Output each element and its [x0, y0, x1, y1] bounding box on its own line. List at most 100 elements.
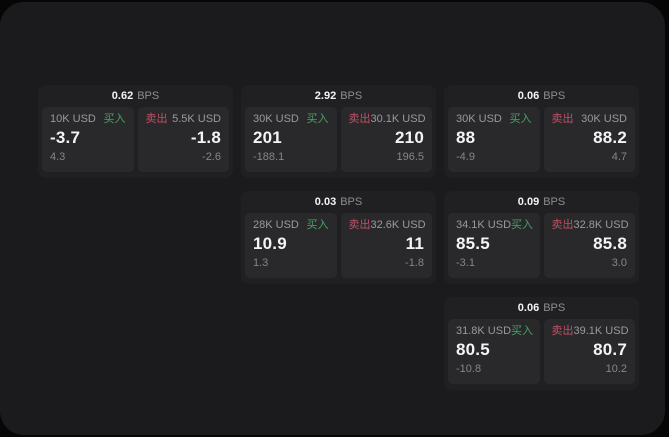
- sell-amount: 32.8K USD: [573, 219, 629, 231]
- card-header: 0.06 BPS: [444, 85, 639, 107]
- sell-pane[interactable]: 卖出 30K USD 88.2 4.7: [543, 107, 635, 172]
- panes: 28K USD 买入 10.9 1.3 卖出 32.6K USD 11 -1.8: [241, 213, 436, 278]
- sell-label: 卖出: [145, 113, 168, 125]
- card-header: 0.09 BPS: [444, 191, 639, 213]
- sell-delta: 10.2: [605, 363, 627, 375]
- column-1: 0.62 BPS 10K USD 买入 -3.7 4.3 卖出: [38, 85, 233, 390]
- bps-value: 0.06: [517, 302, 540, 314]
- sell-delta: 4.7: [611, 151, 627, 163]
- sell-pane[interactable]: 卖出 5.5K USD -1.8 -2.6: [137, 107, 229, 172]
- buy-pane-top: 30K USD 买入: [456, 113, 532, 126]
- sell-price: 11: [405, 234, 424, 253]
- sell-price: 85.8: [593, 234, 627, 253]
- sell-pane[interactable]: 卖出 39.1K USD 80.7 10.2: [543, 319, 635, 384]
- quote-card-2: 2.92 BPS 30K USD 买入 201 -188.1 卖出: [241, 85, 436, 178]
- bps-value: 0.06: [517, 90, 540, 102]
- sell-delta: -1.8: [405, 257, 424, 269]
- buy-amount: 10K USD: [50, 113, 96, 125]
- sell-pane-top: 卖出 32.6K USD: [348, 219, 426, 232]
- bps-unit: BPS: [543, 90, 566, 102]
- buy-pane-top: 10K USD 买入: [50, 113, 126, 126]
- sell-amount: 30.1K USD: [370, 113, 426, 125]
- buy-pane[interactable]: 28K USD 买入 10.9 1.3: [245, 213, 337, 278]
- column-3: 0.06 BPS 30K USD 买入 88 -4.9 卖出: [444, 85, 639, 390]
- buy-pane[interactable]: 10K USD 买入 -3.7 4.3: [42, 107, 134, 172]
- quote-card-4: 0.03 BPS 28K USD 买入 10.9 1.3 卖出: [241, 191, 436, 284]
- bps-unit: BPS: [543, 196, 566, 208]
- card-header: 2.92 BPS: [241, 85, 436, 107]
- buy-pane[interactable]: 34.1K USD 买入 85.5 -3.1: [448, 213, 540, 278]
- buy-delta: -4.9: [456, 151, 475, 163]
- buy-pane[interactable]: 31.8K USD 买入 80.5 -10.8: [448, 319, 540, 384]
- buy-pane-top: 34.1K USD 买入: [456, 219, 534, 232]
- quote-card-3: 0.06 BPS 30K USD 买入 88 -4.9 卖出: [444, 85, 639, 178]
- sell-amount: 5.5K USD: [172, 113, 221, 125]
- sell-price: 88.2: [593, 128, 627, 147]
- sell-pane-top: 卖出 32.8K USD: [551, 219, 629, 232]
- buy-pane-top: 30K USD 买入: [253, 113, 329, 126]
- buy-label: 买入: [511, 219, 534, 231]
- quote-card-1: 0.62 BPS 10K USD 买入 -3.7 4.3 卖出: [38, 85, 233, 178]
- sell-pane-top: 卖出 30K USD: [552, 113, 628, 126]
- buy-amount: 34.1K USD: [456, 219, 512, 231]
- sell-label: 卖出: [348, 219, 371, 231]
- sell-label: 卖出: [551, 325, 574, 337]
- buy-pane-top: 31.8K USD 买入: [456, 325, 533, 338]
- bps-unit: BPS: [340, 90, 363, 102]
- sell-price: 210: [395, 128, 424, 147]
- buy-delta: 4.3: [50, 151, 66, 163]
- buy-label: 买入: [103, 113, 126, 125]
- bps-value: 2.92: [314, 90, 337, 102]
- bps-value: 0.09: [517, 196, 540, 208]
- bps-value: 0.03: [314, 196, 337, 208]
- buy-label: 买入: [306, 113, 329, 125]
- buy-pane-top: 28K USD 买入: [253, 219, 329, 232]
- buy-label: 买入: [509, 113, 532, 125]
- sell-delta: 3.0: [611, 257, 627, 269]
- sell-amount: 39.1K USD: [573, 325, 629, 337]
- buy-delta: -188.1: [253, 151, 285, 163]
- sell-delta: -2.6: [202, 151, 221, 163]
- buy-label: 买入: [306, 219, 329, 231]
- quote-card-6: 0.06 BPS 31.8K USD 买入 80.5 -10.8 卖: [444, 297, 639, 390]
- panes: 10K USD 买入 -3.7 4.3 卖出 5.5K USD -1.8 -2.…: [38, 107, 233, 172]
- buy-amount: 30K USD: [253, 113, 299, 125]
- buy-pane[interactable]: 30K USD 买入 88 -4.9: [448, 107, 540, 172]
- panes: 34.1K USD 买入 85.5 -3.1 卖出 32.8K USD 85.8…: [444, 213, 639, 278]
- bps-unit: BPS: [137, 90, 160, 102]
- bps-unit: BPS: [340, 196, 363, 208]
- sell-label: 卖出: [551, 219, 574, 231]
- buy-price: 80.5: [456, 340, 490, 359]
- column-2: 2.92 BPS 30K USD 买入 201 -188.1 卖出: [241, 85, 436, 390]
- sell-pane-top: 卖出 30.1K USD: [348, 113, 426, 126]
- sell-pane[interactable]: 卖出 32.6K USD 11 -1.8: [340, 213, 432, 278]
- sell-pane-top: 卖出 5.5K USD: [146, 113, 222, 126]
- sell-price: -1.8: [190, 128, 221, 147]
- buy-price: 201: [253, 128, 282, 147]
- sell-label: 卖出: [551, 113, 574, 125]
- sell-pane-top: 卖出 39.1K USD: [551, 325, 629, 338]
- panes: 31.8K USD 买入 80.5 -10.8 卖出 39.1K USD 80.…: [444, 319, 639, 384]
- panes: 30K USD 买入 201 -188.1 卖出 30.1K USD 210 1…: [241, 107, 436, 172]
- buy-delta: -10.8: [456, 363, 482, 375]
- sell-delta: 196.5: [396, 151, 424, 163]
- sell-label: 卖出: [348, 113, 371, 125]
- sell-amount: 30K USD: [581, 113, 627, 125]
- cards-grid: 0.62 BPS 10K USD 买入 -3.7 4.3 卖出: [38, 85, 639, 390]
- buy-price: 85.5: [456, 234, 490, 253]
- buy-amount: 28K USD: [253, 219, 299, 231]
- quote-card-5: 0.09 BPS 34.1K USD 买入 85.5 -3.1 卖出: [444, 191, 639, 284]
- sell-amount: 32.6K USD: [370, 219, 426, 231]
- sell-pane[interactable]: 卖出 30.1K USD 210 196.5: [340, 107, 432, 172]
- buy-price: -3.7: [50, 128, 81, 147]
- buy-price: 88: [456, 128, 476, 147]
- sell-pane[interactable]: 卖出 32.8K USD 85.8 3.0: [543, 213, 635, 278]
- buy-pane[interactable]: 30K USD 买入 201 -188.1: [245, 107, 337, 172]
- bps-value: 0.62: [111, 90, 134, 102]
- card-header: 0.06 BPS: [444, 297, 639, 319]
- panes: 30K USD 买入 88 -4.9 卖出 30K USD 88.2 4.7: [444, 107, 639, 172]
- buy-delta: 1.3: [253, 257, 269, 269]
- buy-delta: -3.1: [456, 257, 475, 269]
- buy-amount: 31.8K USD: [456, 325, 512, 337]
